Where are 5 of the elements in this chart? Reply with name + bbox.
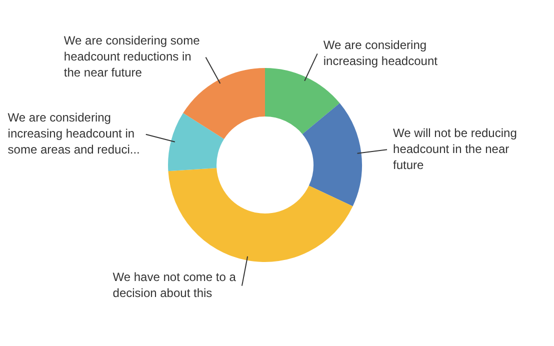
slice-label: We are considering some headcount reductions in the near future bbox=[64, 34, 200, 80]
slice-label: We are considering increasing headcount bbox=[323, 38, 438, 68]
slice-label: We have not come to a decision about this bbox=[112, 270, 236, 300]
slice-label: We will not be reducing headcount in the near future bbox=[393, 126, 517, 172]
slice-label: We are considering increasing headcount in some areas and reduci... bbox=[8, 110, 140, 157]
